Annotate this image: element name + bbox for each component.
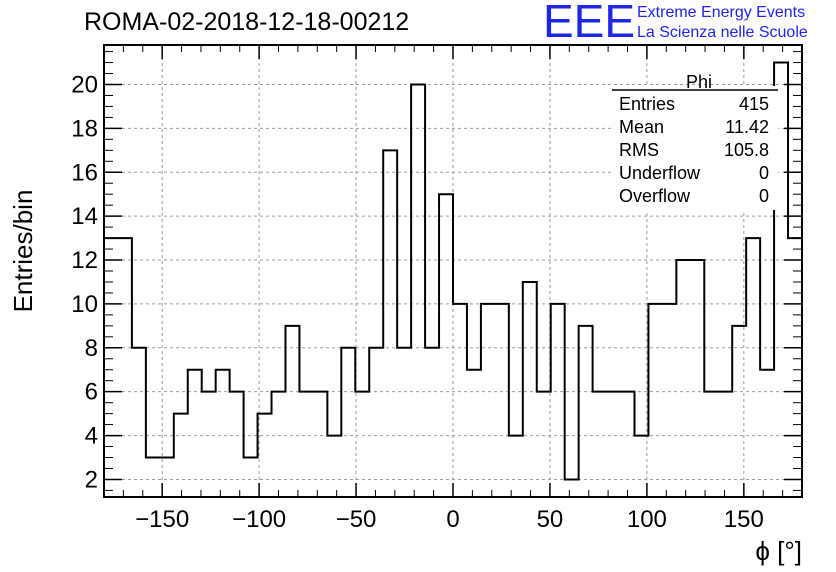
histogram-bin: [467, 370, 481, 497]
axes-layer: −150 −100 −50 0 50 100 150 2 4 6 8 10 12 14 16 18 20: [71, 45, 803, 533]
histogram-bin: [523, 282, 537, 497]
histogram-bin: [118, 238, 132, 497]
histogram-bin: [551, 304, 565, 497]
x-tick-label: 0: [446, 506, 459, 533]
histogram-bin: [579, 326, 593, 497]
histogram-bin: [718, 392, 732, 497]
histogram-bin: [104, 238, 118, 497]
stats-row-label: Entries: [619, 94, 675, 114]
x-tick-label: 50: [537, 506, 564, 533]
y-tick-label: 14: [71, 203, 98, 230]
run-title: ROMA-02-2018-12-18-00212: [84, 8, 410, 36]
histogram-bin: [355, 392, 369, 497]
histogram-bin: [341, 348, 355, 497]
histogram-bin: [760, 370, 774, 497]
y-tick-label: 8: [85, 335, 98, 362]
histogram-bin: [481, 304, 495, 497]
histogram-bin: [327, 436, 341, 497]
y-tick-label: 18: [71, 115, 98, 142]
eee-logo-subtitle-2: La Scienza nelle Scuole: [637, 24, 808, 41]
histogram-bin: [285, 326, 299, 497]
histogram-bin: [788, 238, 802, 497]
stats-row-label: RMS: [619, 140, 659, 160]
eee-logo-subtitle-1: Extreme Energy Events: [637, 4, 806, 21]
histogram-bin: [369, 348, 383, 497]
stats-row-label: Mean: [619, 117, 664, 137]
stats-box: Phi Entries 415 Mean 11.42 RMS 105.8 Underflow 0…: [612, 72, 778, 210]
y-tick-label: 4: [85, 423, 98, 450]
histogram-bin: [746, 238, 760, 497]
eee-logo: EEE: [543, 0, 636, 47]
histogram-bin: [537, 392, 551, 497]
histogram-bin: [397, 348, 411, 497]
histogram-bin: [453, 304, 467, 497]
y-tick-label: 10: [71, 291, 98, 318]
histogram-bin: [662, 304, 676, 497]
stats-row-label: Overflow: [619, 186, 691, 206]
histogram-bin: [272, 392, 286, 497]
histogram-bin: [313, 392, 327, 497]
histogram-bin: [593, 392, 607, 497]
histogram-layer: [103, 61, 803, 497]
x-tick-label: −150: [135, 506, 189, 533]
histogram-bin: [132, 348, 146, 497]
stats-row-value: 415: [739, 94, 769, 114]
histogram-bin: [188, 370, 202, 497]
x-tick-label: −50: [336, 506, 377, 533]
histogram-bin: [202, 392, 216, 497]
y-tick-label: 6: [85, 379, 98, 406]
histogram-bin: [607, 392, 621, 497]
histogram-bin: [174, 414, 188, 497]
stats-row-value: 105.8: [724, 140, 769, 160]
histogram-bin: [621, 392, 635, 497]
y-tick-label: 12: [71, 247, 98, 274]
histogram-bin: [244, 458, 258, 497]
y-tick-label: 16: [71, 159, 98, 186]
stats-box-background: [612, 86, 778, 210]
histogram-bin: [690, 260, 704, 497]
histogram-bin: [425, 348, 439, 497]
y-tick-label: 2: [85, 466, 98, 493]
x-axis-label: ϕ [°]: [755, 536, 802, 566]
histogram-bin: [230, 392, 244, 497]
x-tick-label: 150: [724, 506, 764, 533]
y-axis-label: Entries/bin: [8, 190, 38, 313]
stats-row-value: 0: [759, 186, 769, 206]
histogram-bin: [565, 479, 579, 497]
histogram-bin: [299, 392, 313, 497]
stats-box-title: Phi: [686, 72, 712, 92]
histogram-bin: [146, 458, 160, 497]
stats-row-label: Underflow: [619, 163, 701, 183]
stats-row-value: 0: [759, 163, 769, 183]
x-tick-label: 100: [627, 506, 667, 533]
histogram-bin: [495, 304, 509, 497]
histogram-bin: [704, 392, 718, 497]
histogram-bin: [383, 150, 397, 497]
histogram-bin: [439, 194, 453, 497]
histogram-bin: [648, 304, 662, 497]
histogram-bin: [676, 260, 690, 497]
histogram-bin: [216, 370, 230, 497]
y-tick-label: 20: [71, 71, 98, 98]
histogram-outline: [103, 61, 803, 497]
stats-row-value: 11.42: [725, 117, 769, 137]
histogram-bin: [509, 436, 523, 497]
x-tick-label: −100: [232, 506, 286, 533]
